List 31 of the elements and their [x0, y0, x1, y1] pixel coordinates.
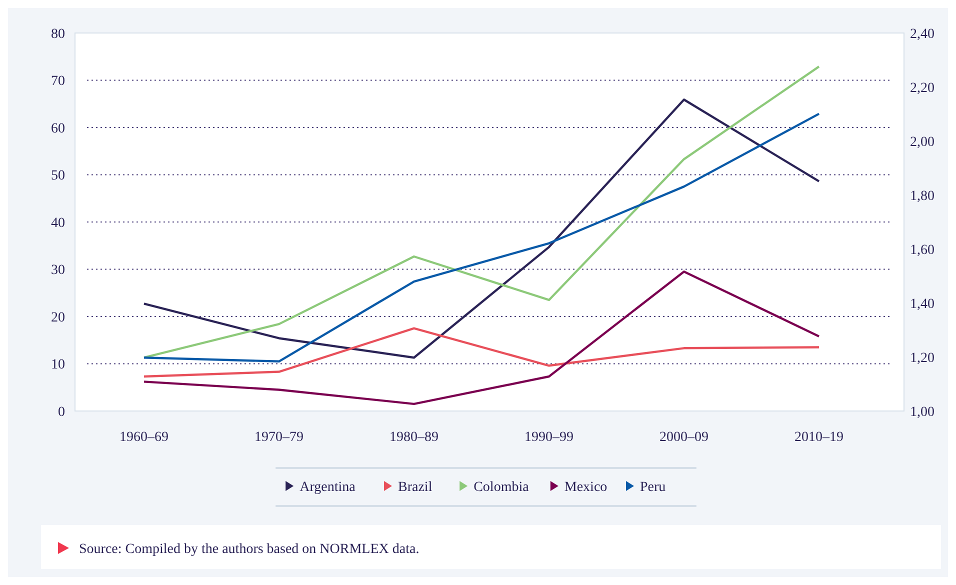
y-tick-label: 70	[51, 74, 65, 90]
x-tick-label: 1960–69	[120, 430, 168, 445]
legend-label: Mexico	[564, 480, 608, 495]
legend-label: Argentina	[300, 480, 356, 495]
legend-label: Peru	[640, 480, 666, 495]
x-tick-label: 1980–89	[390, 430, 438, 445]
y-tick-label: 20	[51, 310, 65, 326]
y-tick-label: 80	[51, 26, 65, 42]
y2-tick-label: 1,40	[910, 296, 934, 312]
y-tick-label: 50	[51, 168, 65, 184]
x-tick-label: 1990–99	[524, 430, 574, 445]
y2-tick-label: 2,40	[910, 26, 934, 42]
legend-label: Colombia	[474, 480, 530, 495]
x-tick-label: 1970–79	[254, 430, 304, 445]
y-tick-label: 0	[58, 404, 65, 420]
legend-label: Brazil	[398, 480, 432, 495]
x-tick-label: 2000–09	[660, 430, 708, 445]
y2-tick-label: 1,00	[910, 404, 934, 420]
line-series	[142, 270, 820, 406]
y2-tick-label: 1,60	[910, 242, 934, 258]
source-note: Source: Compiled by the authors based on NORMLEX data.	[79, 542, 420, 557]
y-tick-label: 10	[51, 358, 65, 373]
y-tick-label: 40	[51, 216, 65, 231]
y2-tick-label: 2,20	[910, 80, 934, 96]
y2-tick-label: 1,80	[910, 188, 934, 204]
x-tick-label: 2010–19	[794, 430, 844, 445]
y-tick-label: 60	[51, 121, 65, 136]
y2-tick-label: 2,00	[910, 134, 934, 150]
y2-tick-label: 1,20	[910, 350, 934, 366]
y-tick-label: 30	[51, 263, 65, 278]
line-series	[142, 327, 820, 378]
